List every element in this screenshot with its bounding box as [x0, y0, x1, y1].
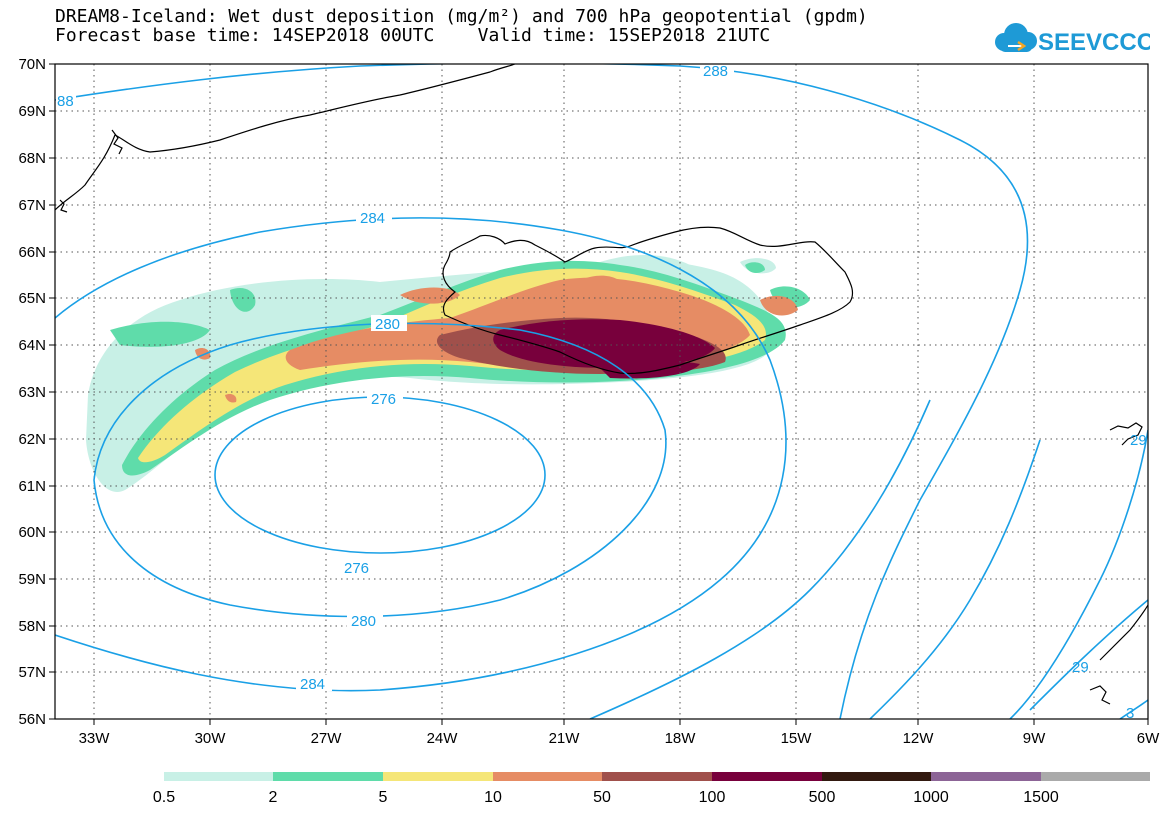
lat-label: 59N [18, 571, 46, 588]
contour-label-284-lower: 284 [300, 676, 325, 693]
contour-labels: 288 88 284 280 276 276 280 284 29 29 3 [56, 62, 1147, 722]
lat-label: 56N [18, 711, 46, 728]
lon-label: 24W [427, 730, 459, 747]
lat-label: 66N [18, 244, 46, 261]
lat-label: 60N [18, 524, 46, 541]
legend-label: 5 [379, 789, 388, 806]
contour-label-288-top: 288 [703, 63, 728, 80]
lat-label: 63N [18, 384, 46, 401]
lon-label: 30W [195, 730, 227, 747]
greenland-coast [55, 64, 516, 211]
coastlines [55, 64, 1148, 705]
contour-label-3-bottom: 3 [1126, 705, 1134, 722]
contour-label-276-lower: 276 [344, 560, 369, 577]
lat-label: 57N [18, 664, 46, 681]
legend-label: 500 [809, 789, 836, 806]
contour-label-280-lower: 280 [351, 613, 376, 630]
lon-label: 12W [903, 730, 935, 747]
legend-swatch [822, 772, 931, 781]
norway-coast [1099, 604, 1148, 661]
longitude-labels: 33W 30W 27W 24W 21W 18W 15W 12W 9W 6W [79, 730, 1161, 747]
lat-label: 68N [18, 150, 46, 167]
map-title: DREAM8-Iceland: Wet dust deposition (mg/… [55, 6, 868, 27]
contour-label-276-upper: 276 [371, 391, 396, 408]
lat-label: 62N [18, 431, 46, 448]
legend-label: 0.5 [153, 789, 175, 806]
lat-label: 70N [18, 56, 46, 73]
color-legend: 0.5 2 5 10 50 100 500 1000 1500 [153, 772, 1150, 806]
logo-text: SEEVCCC [1038, 29, 1150, 56]
contour-label-29-bottom: 29 [1072, 659, 1089, 676]
lon-label: 33W [79, 730, 111, 747]
contour-label-284-upper: 284 [360, 210, 385, 227]
lon-label: 6W [1137, 730, 1160, 747]
lon-label: 27W [311, 730, 343, 747]
dust-deposition-field [86, 254, 810, 492]
legend-label: 10 [484, 789, 502, 806]
legend-label: 2 [269, 789, 278, 806]
contour-label-29-right: 29 [1130, 432, 1147, 449]
graticule [55, 64, 1148, 719]
latitude-labels: 70N 69N 68N 67N 66N 65N 64N 63N 62N 61N … [18, 56, 46, 728]
geopotential-contours [55, 64, 1148, 719]
faroe-coast [1109, 422, 1143, 446]
lat-label: 64N [18, 337, 46, 354]
iceland-coast [442, 226, 854, 375]
legend-swatch [493, 772, 602, 781]
legend-swatch [273, 772, 383, 781]
lon-label: 21W [549, 730, 581, 747]
cloud-icon [995, 23, 1037, 52]
forecast-times: Forecast base time: 14SEP2018 00UTC Vali… [55, 25, 771, 46]
lon-label: 18W [665, 730, 697, 747]
legend-swatch [712, 772, 822, 781]
legend-swatch [164, 772, 273, 781]
legend-label: 100 [699, 789, 726, 806]
legend-swatch [602, 772, 712, 781]
legend-label: 1500 [1023, 789, 1059, 806]
axis-ticks [49, 63, 1149, 725]
lat-label: 58N [18, 618, 46, 635]
legend-label: 50 [593, 789, 611, 806]
lat-label: 67N [18, 197, 46, 214]
lon-label: 9W [1023, 730, 1046, 747]
lat-label: 69N [18, 103, 46, 120]
contour-label-280-upper: 280 [375, 316, 400, 333]
seevccc-logo: SEEVCCC [995, 23, 1150, 56]
lat-label: 61N [18, 478, 46, 495]
lat-label: 65N [18, 290, 46, 307]
legend-swatch [1041, 772, 1150, 781]
legend-swatch [931, 772, 1041, 781]
contour-label-88-left: 88 [57, 93, 74, 110]
legend-label: 1000 [913, 789, 949, 806]
lon-label: 15W [781, 730, 813, 747]
legend-swatch [383, 772, 493, 781]
